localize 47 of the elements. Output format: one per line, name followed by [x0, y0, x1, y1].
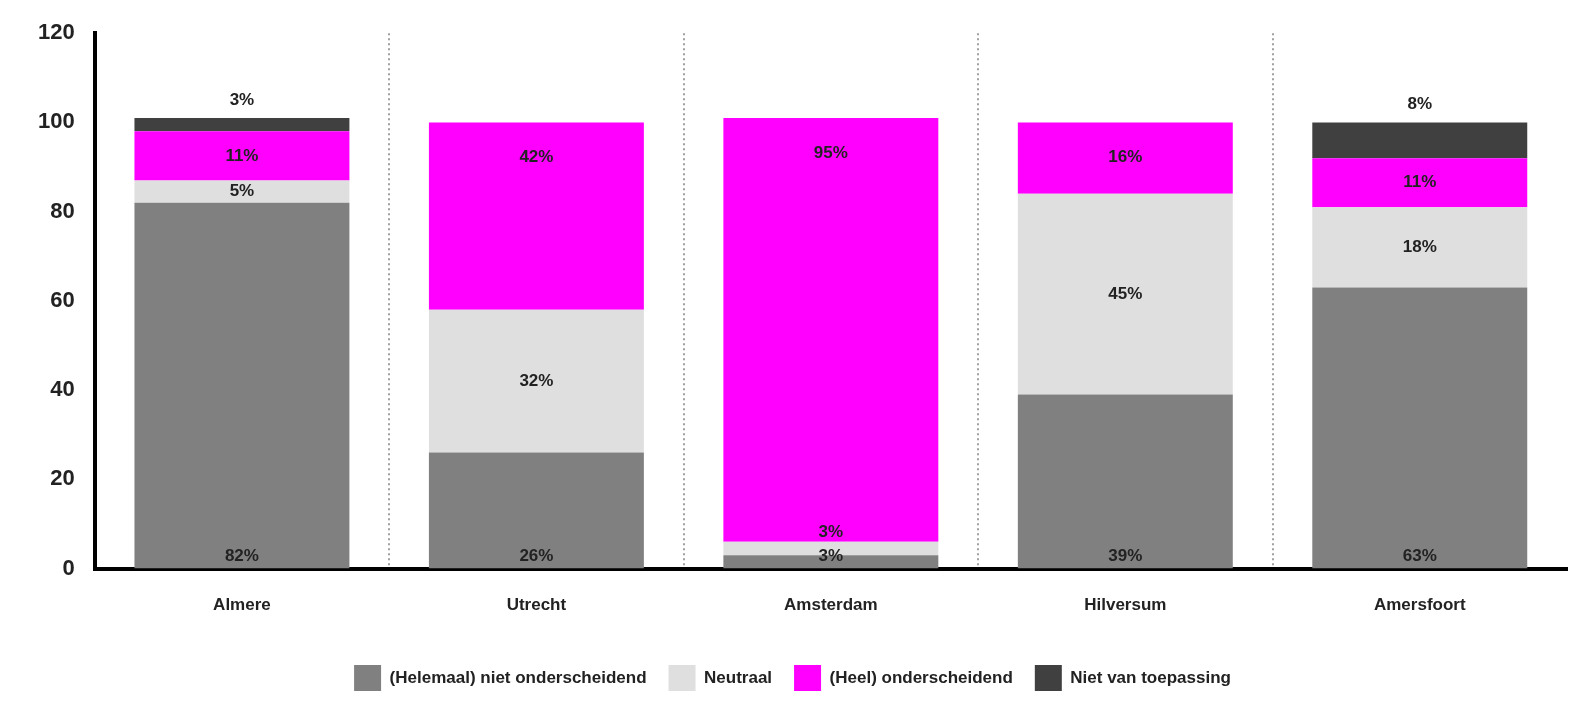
data-label: 3%: [818, 521, 844, 541]
y-tick-label: 120: [37, 19, 75, 45]
x-tick-label: Amersfoort: [1373, 595, 1466, 615]
data-label: 45%: [1108, 283, 1143, 303]
data-label: 26%: [519, 546, 554, 566]
legend-label: Neutraal: [704, 667, 773, 687]
data-label: 11%: [225, 145, 259, 165]
bar: [428, 122, 644, 310]
y-tick-label: 0: [62, 554, 75, 580]
data-label: 5%: [229, 181, 255, 201]
bar: [134, 117, 350, 132]
legend-label: (Helemaal) niet onderscheidend: [389, 667, 647, 687]
y-tick-label: 100: [37, 108, 75, 134]
data-label: 39%: [1108, 546, 1143, 566]
data-label: 95%: [813, 142, 848, 162]
data-label: 82%: [224, 546, 259, 566]
bar: [428, 309, 644, 453]
data-label: 11%: [1403, 172, 1437, 192]
data-label: 63%: [1402, 546, 1437, 566]
bar: [1017, 193, 1233, 395]
x-tick-label: Hilversum: [1084, 595, 1167, 615]
bar: [428, 452, 644, 569]
bar: [1312, 207, 1528, 288]
bar: [1017, 122, 1233, 194]
data-label: 16%: [1108, 147, 1143, 167]
y-tick-label: 40: [50, 376, 75, 402]
bar: [134, 131, 350, 181]
data-label: 8%: [1407, 94, 1433, 114]
legend-label: (Heel) onderscheidend: [829, 667, 1013, 687]
bar: [723, 117, 939, 542]
bar: [1312, 287, 1528, 569]
y-tick-label: 60: [50, 286, 75, 312]
bar: [1017, 394, 1233, 569]
data-label: 18%: [1402, 237, 1437, 257]
x-tick-label: Utrecht: [506, 595, 567, 615]
bar: [1312, 122, 1528, 159]
y-tick-label: 80: [50, 197, 75, 223]
x-tick-label: Amsterdam: [784, 595, 878, 615]
legend-label: Niet van toepassing: [1070, 667, 1231, 687]
bar: [134, 202, 350, 569]
bar: [134, 180, 350, 203]
y-tick-label: 20: [50, 465, 75, 491]
data-label: 42%: [519, 147, 554, 167]
data-label: 32%: [519, 370, 554, 390]
x-tick-label: Almere: [213, 595, 271, 615]
data-label: 3%: [229, 89, 255, 109]
bar: [1312, 158, 1528, 208]
